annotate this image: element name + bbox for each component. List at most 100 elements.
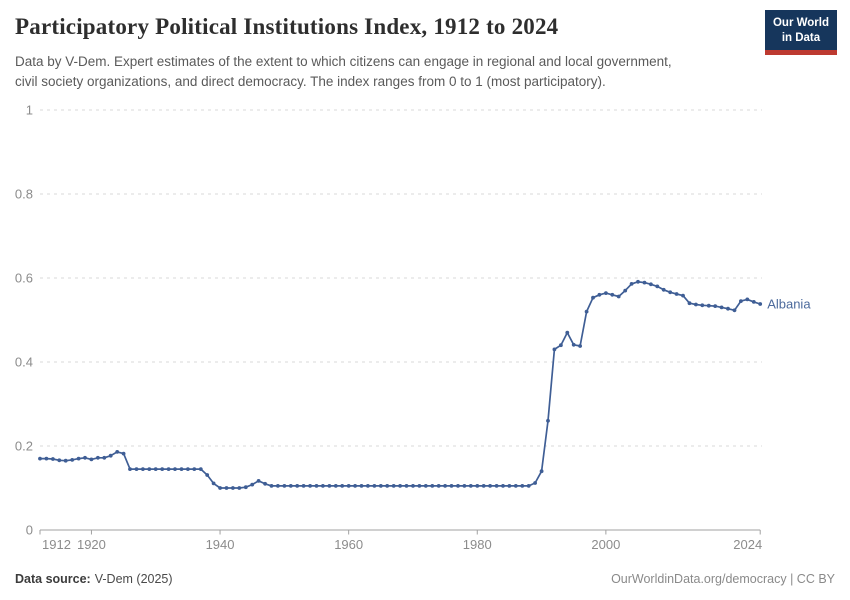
data-point[interactable] <box>507 484 512 488</box>
data-point[interactable] <box>211 481 216 486</box>
data-point[interactable] <box>160 467 165 471</box>
data-point[interactable] <box>340 484 345 488</box>
data-point[interactable] <box>134 467 139 471</box>
data-point[interactable] <box>308 484 312 488</box>
data-point[interactable] <box>456 484 460 488</box>
data-point[interactable] <box>224 486 229 490</box>
data-point[interactable] <box>436 484 441 488</box>
data-point[interactable] <box>186 467 190 471</box>
data-point[interactable] <box>430 484 435 488</box>
data-point[interactable] <box>481 484 486 488</box>
data-point[interactable] <box>301 484 306 488</box>
data-point[interactable] <box>359 484 364 488</box>
data-point[interactable] <box>173 467 177 471</box>
footer-attribution-link[interactable]: OurWorldinData.org/democracy | CC BY <box>611 572 835 586</box>
data-point[interactable] <box>751 300 756 304</box>
data-point[interactable] <box>732 308 737 313</box>
data-point[interactable] <box>269 484 274 488</box>
data-point[interactable] <box>147 467 152 471</box>
data-point[interactable] <box>366 484 370 488</box>
entity-label[interactable]: Albania <box>767 297 811 312</box>
data-point[interactable] <box>51 457 55 461</box>
data-point[interactable] <box>661 287 666 292</box>
data-point[interactable] <box>629 282 634 286</box>
data-point[interactable] <box>333 484 338 488</box>
data-point[interactable] <box>539 469 544 474</box>
data-point[interactable] <box>237 486 242 490</box>
data-point[interactable] <box>192 467 197 471</box>
data-point[interactable] <box>288 484 293 488</box>
data-point[interactable] <box>616 294 621 299</box>
data-point[interactable] <box>385 484 390 488</box>
data-point[interactable] <box>475 484 480 488</box>
data-point[interactable] <box>623 288 628 293</box>
data-point[interactable] <box>565 330 570 335</box>
data-point[interactable] <box>346 484 351 488</box>
data-point[interactable] <box>668 290 673 295</box>
data-point[interactable] <box>417 484 422 488</box>
data-point[interactable] <box>694 302 698 307</box>
data-point[interactable] <box>462 484 467 488</box>
series-albania[interactable]: Albania <box>38 279 811 490</box>
data-point[interactable] <box>513 484 518 488</box>
data-point[interactable] <box>321 484 325 488</box>
data-point[interactable] <box>179 467 184 471</box>
data-point[interactable] <box>552 347 557 352</box>
owid-logo[interactable]: Our World in Data <box>764 10 837 55</box>
data-point[interactable] <box>378 484 383 488</box>
data-point[interactable] <box>96 455 100 460</box>
data-point[interactable] <box>115 450 120 454</box>
data-point[interactable] <box>108 453 113 458</box>
data-point[interactable] <box>578 344 582 348</box>
data-point[interactable] <box>700 303 705 308</box>
data-point[interactable] <box>533 481 537 485</box>
data-point[interactable] <box>488 484 492 488</box>
data-point[interactable] <box>295 484 300 488</box>
data-point[interactable] <box>198 467 203 471</box>
data-point[interactable] <box>57 458 62 463</box>
data-point[interactable] <box>121 451 126 456</box>
data-point[interactable] <box>63 458 68 463</box>
data-point[interactable] <box>571 342 576 347</box>
data-point[interactable] <box>546 418 550 423</box>
data-point[interactable] <box>218 486 223 490</box>
data-point[interactable] <box>166 467 171 471</box>
data-point[interactable] <box>468 484 473 488</box>
data-point[interactable] <box>713 304 718 308</box>
data-point[interactable] <box>243 485 248 490</box>
data-point[interactable] <box>391 484 396 488</box>
data-point[interactable] <box>674 292 679 296</box>
data-point[interactable] <box>276 484 280 488</box>
data-point[interactable] <box>719 305 724 310</box>
data-point[interactable] <box>449 484 454 488</box>
data-point[interactable] <box>604 291 608 295</box>
data-point[interactable] <box>681 293 685 298</box>
data-point[interactable] <box>282 484 287 488</box>
data-point[interactable] <box>314 484 319 488</box>
data-point[interactable] <box>231 486 235 490</box>
data-point[interactable] <box>83 455 87 460</box>
data-point[interactable] <box>526 484 531 488</box>
data-point[interactable] <box>559 343 563 348</box>
data-point[interactable] <box>706 303 711 308</box>
data-point[interactable] <box>649 282 653 287</box>
data-point[interactable] <box>655 284 660 289</box>
data-point[interactable] <box>411 484 415 488</box>
data-point[interactable] <box>501 484 505 488</box>
series-path[interactable] <box>39 280 762 489</box>
data-point[interactable] <box>128 467 132 471</box>
data-point[interactable] <box>141 467 145 471</box>
data-point[interactable] <box>398 484 402 488</box>
data-point[interactable] <box>38 456 42 461</box>
data-point[interactable] <box>404 484 409 488</box>
data-point[interactable] <box>610 292 615 297</box>
data-point[interactable] <box>687 301 692 306</box>
data-point[interactable] <box>584 309 589 314</box>
data-point[interactable] <box>205 473 210 477</box>
data-point[interactable] <box>153 467 158 471</box>
data-point[interactable] <box>423 484 428 488</box>
data-point[interactable] <box>443 484 447 488</box>
data-point[interactable] <box>739 299 743 303</box>
data-point[interactable] <box>327 484 332 488</box>
